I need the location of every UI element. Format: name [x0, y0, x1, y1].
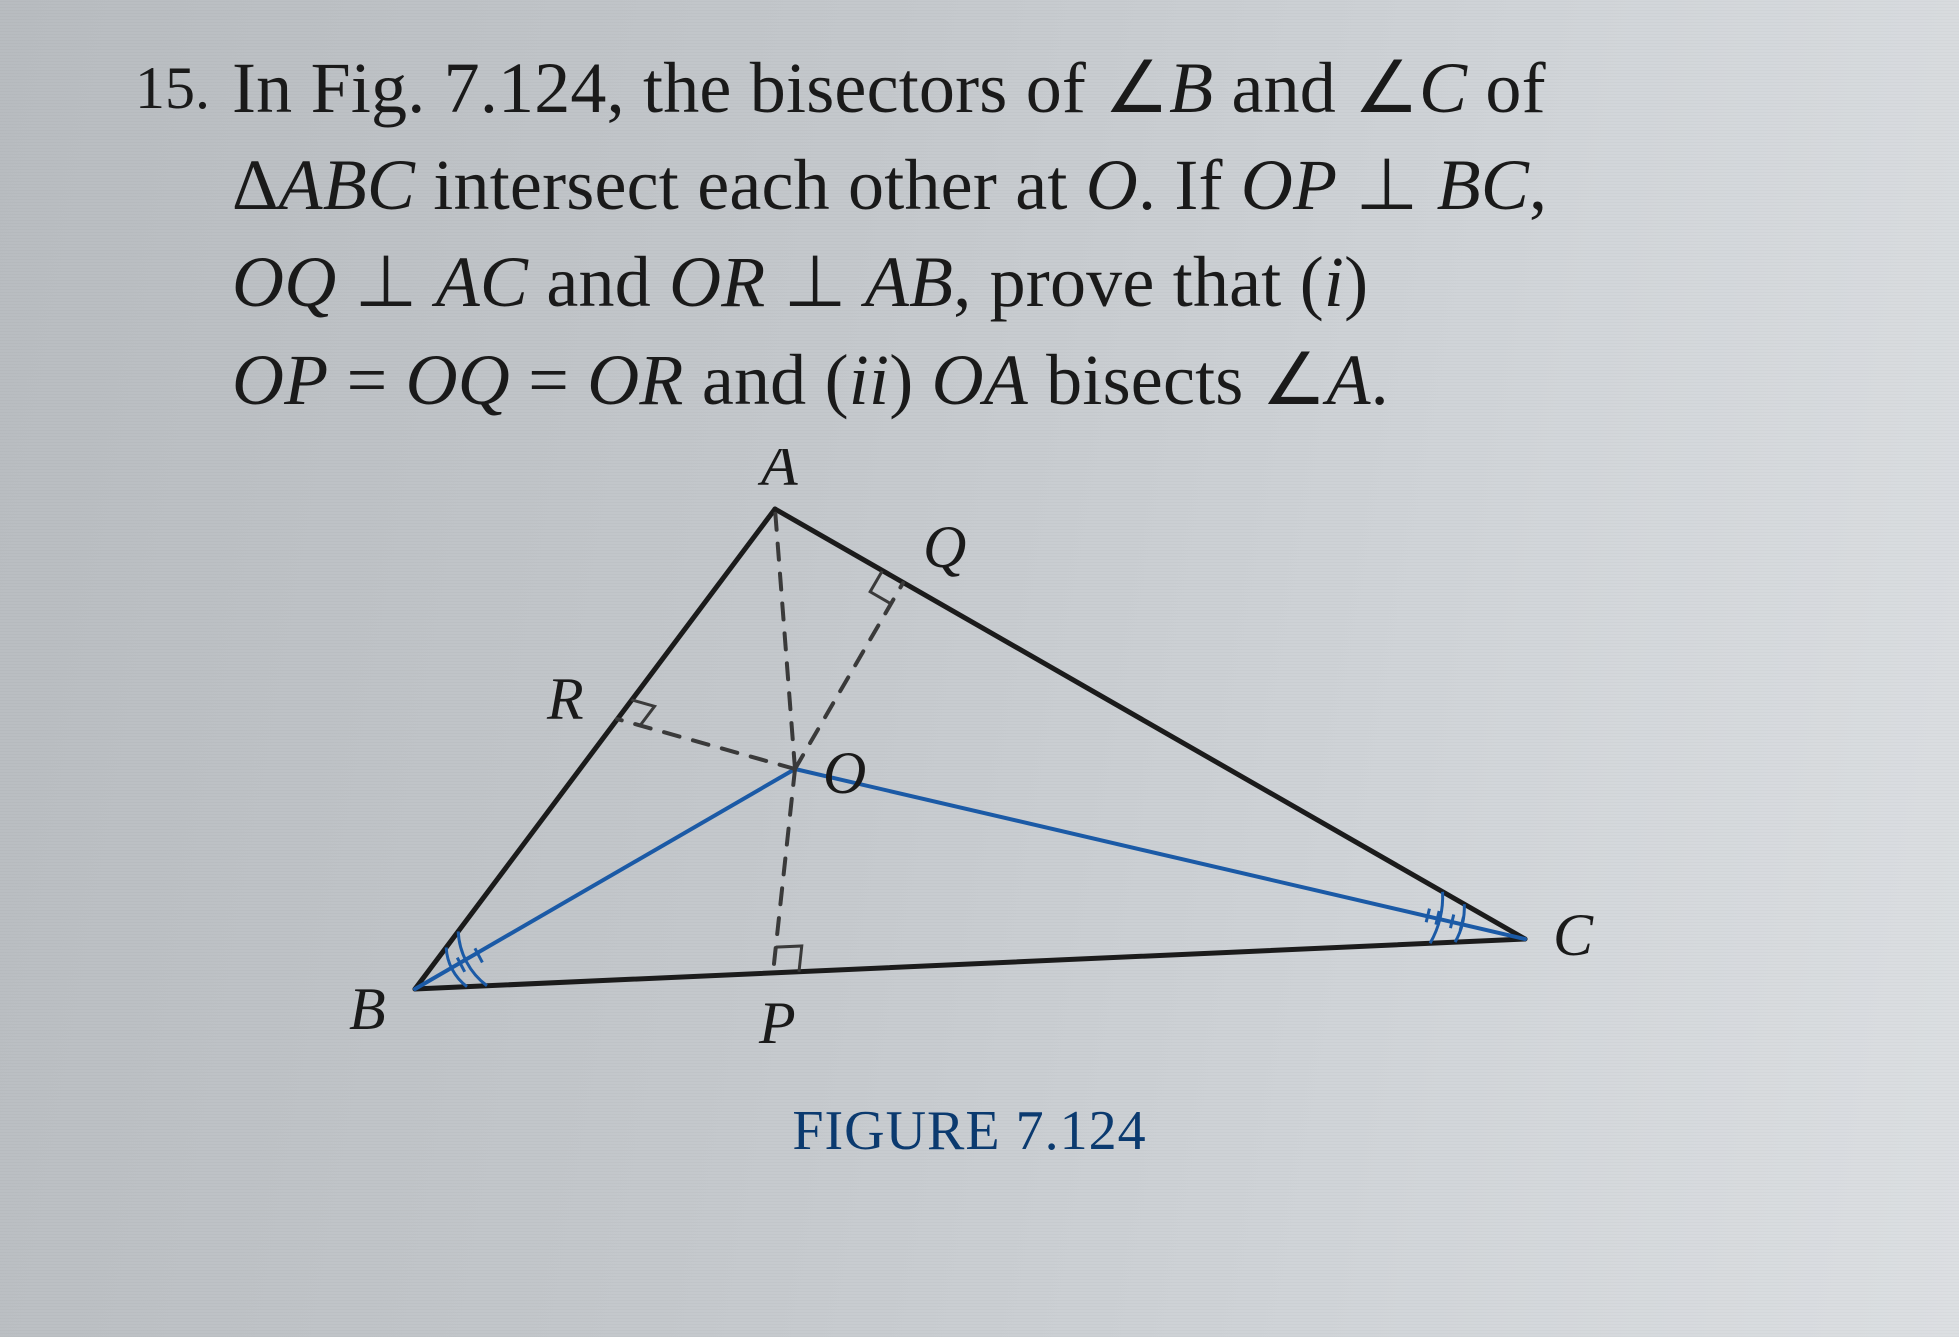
- text: and (: [684, 340, 849, 420]
- text: In Fig.: [232, 48, 444, 128]
- var-OP: OP: [232, 340, 328, 420]
- var-B: B: [1169, 48, 1213, 128]
- text: bisects: [1028, 340, 1262, 420]
- text: , the bisectors of: [607, 48, 1105, 128]
- svg-text:R: R: [546, 666, 584, 732]
- var-OQ: OQ: [406, 340, 510, 420]
- svg-text:C: C: [1553, 902, 1594, 968]
- roman-ii: ii: [849, 340, 889, 420]
- angle-symbol: ∠: [1262, 340, 1327, 420]
- svg-text:Q: Q: [923, 514, 966, 580]
- var-BC: BC: [1437, 145, 1529, 225]
- var-OP: OP: [1241, 145, 1337, 225]
- text: ): [889, 340, 913, 420]
- page: 15. In Fig. 7.124, the bisectors of ∠B a…: [0, 0, 1959, 1337]
- text: . If: [1138, 145, 1241, 225]
- figure-container: A B C O P Q R FIGURE 7.124: [100, 449, 1839, 1163]
- problem-block: 15. In Fig. 7.124, the bisectors of ∠B a…: [100, 40, 1820, 429]
- text: intersect each other at: [415, 145, 1086, 225]
- roman-i: i: [1324, 242, 1344, 322]
- var-C: C: [1419, 48, 1467, 128]
- text: of: [1467, 48, 1546, 128]
- var-O: O: [1086, 145, 1138, 225]
- var-ABC: ABC: [279, 145, 416, 225]
- var-OR: OR: [669, 242, 765, 322]
- problem-number: 15.: [100, 40, 210, 118]
- svg-text:P: P: [758, 990, 796, 1056]
- angle-symbol: ∠: [1104, 48, 1169, 128]
- perp-symbol: ⊥: [355, 242, 418, 322]
- text: , prove that (: [953, 242, 1324, 322]
- svg-text:B: B: [349, 976, 386, 1042]
- eq: =: [528, 340, 569, 420]
- comma: ,: [1529, 145, 1547, 225]
- var-OQ: OQ: [232, 242, 336, 322]
- angle-symbol: ∠: [1354, 48, 1419, 128]
- problem-statement: In Fig. 7.124, the bisectors of ∠B and ∠…: [232, 40, 1547, 429]
- var-OA: OA: [932, 340, 1028, 420]
- dot: .: [1371, 340, 1389, 420]
- eq: =: [347, 340, 388, 420]
- var-A: A: [1326, 340, 1370, 420]
- var-AC: AC: [436, 242, 528, 322]
- fig-ref: 7.124: [444, 48, 607, 128]
- var-OR: OR: [587, 340, 683, 420]
- svg-text:O: O: [823, 740, 866, 806]
- perp-symbol: ⊥: [1356, 145, 1419, 225]
- var-AB: AB: [865, 242, 953, 322]
- text: and: [1213, 48, 1354, 128]
- triangle-figure: A B C O P Q R: [295, 449, 1645, 1089]
- text: ): [1344, 242, 1368, 322]
- triangle-symbol: Δ: [232, 145, 279, 225]
- perp-symbol: ⊥: [784, 242, 847, 322]
- text: and: [528, 242, 669, 322]
- figure-caption: FIGURE 7.124: [792, 1099, 1146, 1163]
- svg-text:A: A: [757, 449, 798, 498]
